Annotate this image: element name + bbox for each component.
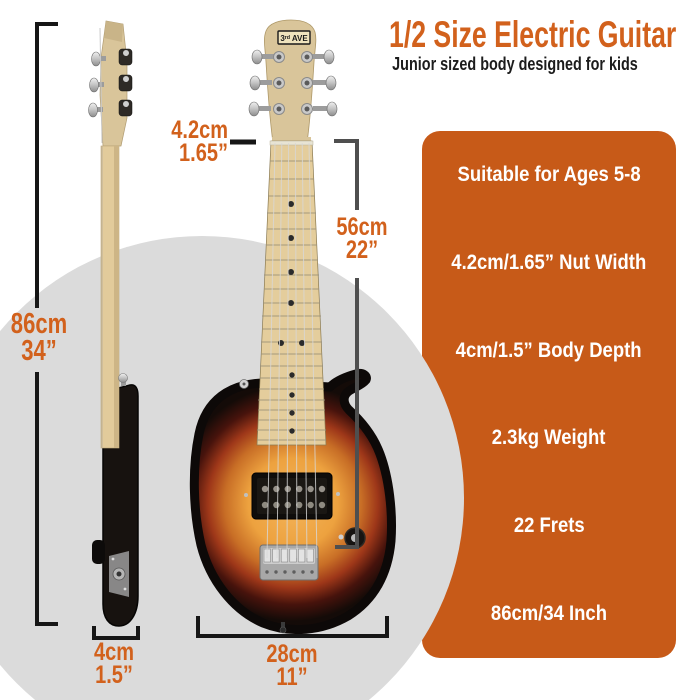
- front-strap-button: [239, 379, 249, 389]
- headstock-logo-text: 3ʳᵈ AVE: [280, 34, 308, 43]
- features-panel: [422, 131, 676, 658]
- neck-sliver: [272, 137, 311, 143]
- side-headstock-bevel: [104, 21, 123, 42]
- side-strap-bump: [92, 540, 105, 564]
- side-jack-plate: [109, 551, 129, 597]
- fretboard: [256, 140, 327, 446]
- measurement-brackets: [35, 22, 389, 640]
- bridge: [259, 544, 319, 581]
- bracket-body-width: [196, 616, 389, 638]
- side-neck-shade: [114, 146, 119, 448]
- side-view-guitar: [88, 20, 139, 627]
- front-tuner-posts: [273, 51, 313, 115]
- side-strap-button: [118, 373, 128, 386]
- bottom-strap-pin: [279, 622, 287, 634]
- strings: [266, 142, 318, 559]
- side-strings: [99, 27, 103, 144]
- humbucker-pickup: [244, 472, 340, 520]
- bracket-body-depth: [92, 626, 140, 640]
- front-view-guitar: 3ʳᵈ AVE: [189, 19, 396, 635]
- headstock-logo-plate: 3ʳᵈ AVE: [277, 30, 311, 45]
- side-tuner-housings: [118, 48, 133, 117]
- bracket-total-length: [35, 22, 58, 626]
- bracket-neck-length: [334, 139, 359, 549]
- nut: [269, 140, 314, 146]
- front-tuner-buttons: [248, 49, 338, 117]
